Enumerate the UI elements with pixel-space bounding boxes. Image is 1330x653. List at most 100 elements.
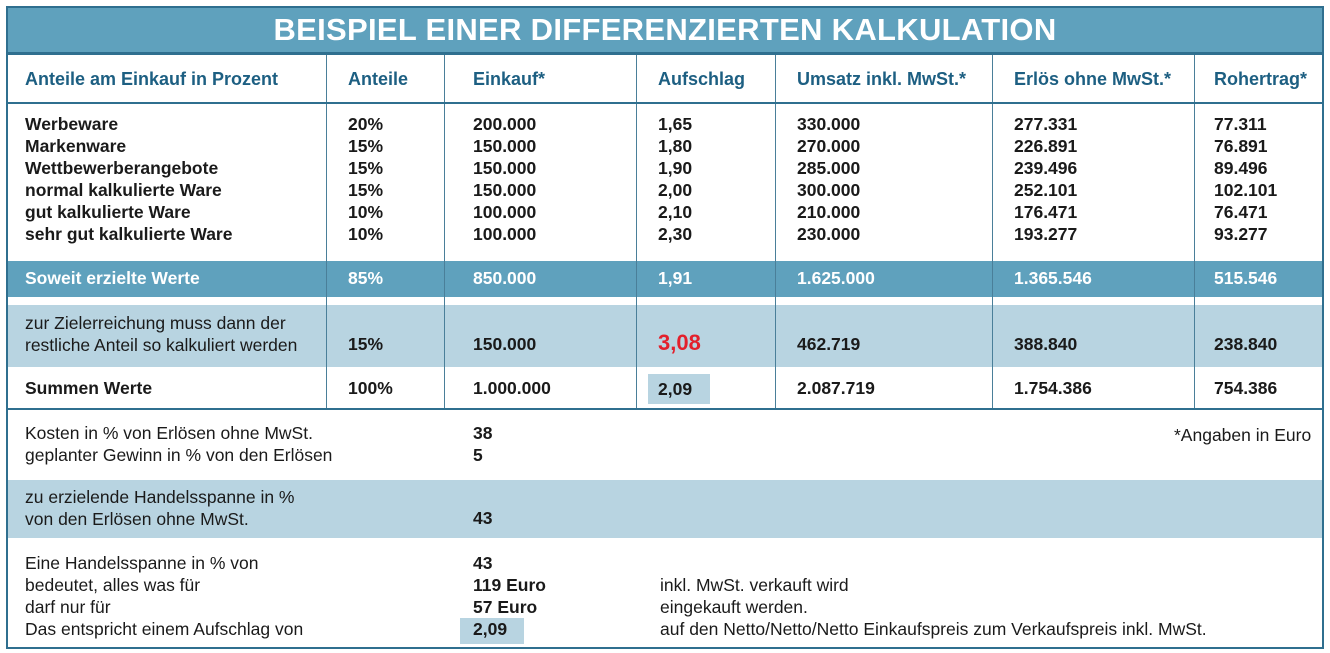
summen-anteile: 100% [348, 378, 393, 398]
rohertrag-list: 77.311 76.891 89.496 102.101 76.471 93.2… [1214, 113, 1277, 245]
list-item: Eine Handelsspanne in % von [25, 553, 259, 573]
list-item: 239.496 [1014, 158, 1078, 178]
spanne-label-line: zu erzielende Handelsspanne in % [25, 487, 295, 507]
kosten-label: Kosten in % von Erlösen ohne MwSt. [25, 423, 313, 443]
column-header-einkauf: Einkauf* [473, 69, 546, 89]
gewinn-value: 5 [473, 445, 483, 465]
list-item [660, 552, 1207, 574]
list-item: 277.331 [1014, 114, 1078, 134]
final-notes: inkl. MwSt. verkauft wird eingekauft wer… [660, 552, 1207, 640]
list-item: 57 Euro [473, 597, 538, 617]
spanne-band [8, 480, 1322, 538]
list-item: 2,10 [658, 202, 693, 222]
list-item: 100.000 [473, 202, 537, 222]
column-header-erloes: Erlös ohne MwSt.* [1014, 69, 1172, 89]
soweit-band [8, 261, 1322, 297]
list-item: Werbeware [25, 114, 119, 134]
ziel-label: zur Zielerreichung muss dann der restlic… [25, 312, 297, 356]
list-item: 150.000 [473, 136, 537, 156]
calculation-table: BEISPIEL EINER DIFFERENZIERTEN KALKULATI… [6, 6, 1324, 649]
list-item: 119 Euro [473, 575, 546, 595]
list-item: 226.891 [1014, 136, 1078, 156]
gewinn-label: geplanter Gewinn in % von den Erlösen [25, 445, 333, 465]
list-item: 2,09 [473, 619, 508, 639]
header-divider [8, 102, 1322, 104]
summen-aufschlag: 2,09 [648, 374, 710, 404]
list-item: 93.277 [1214, 224, 1268, 244]
umsatz-list: 330.000 270.000 285.000 300.000 210.000 … [797, 113, 860, 245]
spanne-value: 43 [473, 508, 493, 528]
list-item: 15% [348, 158, 384, 178]
column-header-umsatz: Umsatz inkl. MwSt.* [797, 69, 967, 89]
ziel-rohertrag: 238.840 [1214, 334, 1278, 354]
column-header-aufschlag: Aufschlag [658, 69, 746, 89]
list-item: 20% [348, 114, 384, 134]
list-item: 300.000 [797, 180, 861, 200]
soweit-rohertrag: 515.546 [1214, 268, 1278, 288]
list-item: Das entspricht einem Aufschlag von [25, 619, 304, 639]
column-divider [326, 55, 327, 409]
summen-erloes: 1.754.386 [1014, 378, 1092, 398]
list-item: eingekauft werden. [660, 597, 808, 617]
column-divider [636, 55, 637, 409]
category-list: Werbeware Markenware Wettbewerberangebot… [25, 113, 232, 245]
list-item: 150.000 [473, 158, 537, 178]
column-header-anteile: Anteile [348, 69, 409, 89]
list-item: 77.311 [1214, 114, 1267, 134]
kosten-value: 38 [473, 423, 493, 443]
final-values: 43 119 Euro 57 Euro 2,09 [473, 552, 546, 640]
summen-rohertrag: 754.386 [1214, 378, 1278, 398]
list-item: 15% [348, 180, 384, 200]
spanne-label: zu erzielende Handelsspanne in % von den… [25, 486, 294, 530]
list-item: gut kalkulierte Ware [25, 202, 191, 222]
ziel-aufschlag: 3,08 [658, 330, 701, 355]
ziel-label-line: restliche Anteil so kalkuliert werden [25, 335, 298, 355]
soweit-label: Soweit erzielte Werte [25, 268, 200, 288]
column-header-category: Anteile am Einkauf in Prozent [25, 69, 279, 89]
soweit-erloes: 1.365.546 [1014, 268, 1092, 288]
column-divider [444, 55, 445, 409]
list-item: 102.101 [1214, 180, 1278, 200]
footnote: *Angaben in Euro [1174, 425, 1312, 445]
soweit-einkauf: 850.000 [473, 268, 537, 288]
list-item: 10% [348, 224, 384, 244]
ziel-anteile: 15% [348, 334, 384, 354]
aufschlag-list: 1,65 1,80 1,90 2,00 2,10 2,30 [658, 113, 692, 245]
soweit-aufschlag: 1,91 [658, 268, 693, 288]
final-aufschlag-highlight [460, 618, 524, 644]
einkauf-list: 200.000 150.000 150.000 150.000 100.000 … [473, 113, 536, 245]
ziel-umsatz: 462.719 [797, 334, 861, 354]
final-labels: Eine Handelsspanne in % von bedeutet, al… [25, 552, 303, 640]
soweit-umsatz: 1.625.000 [797, 268, 875, 288]
column-header-rohertrag: Rohertrag* [1214, 69, 1308, 89]
list-item: 89.496 [1214, 158, 1268, 178]
list-item: bedeutet, alles was für [25, 575, 201, 595]
list-item: 252.101 [1014, 180, 1078, 200]
list-item: 2,30 [658, 224, 693, 244]
list-item: 43 [473, 553, 493, 573]
list-item: 1,65 [658, 114, 693, 134]
ziel-einkauf: 150.000 [473, 334, 537, 354]
list-item: 330.000 [797, 114, 861, 134]
anteile-list: 20% 15% 15% 15% 10% 10% [348, 113, 383, 245]
column-divider [775, 55, 776, 409]
list-item: 76.891 [1214, 136, 1268, 156]
summen-umsatz: 2.087.719 [797, 378, 875, 398]
list-item: Markenware [25, 136, 127, 156]
list-item: 76.471 [1214, 202, 1268, 222]
soweit-anteile: 85% [348, 268, 384, 288]
summen-einkauf: 1.000.000 [473, 378, 551, 398]
column-divider [992, 55, 993, 409]
list-item: 193.277 [1014, 224, 1078, 244]
section-divider [8, 408, 1322, 410]
list-item: sehr gut kalkulierte Ware [25, 224, 233, 244]
list-item: 270.000 [797, 136, 861, 156]
column-divider [1194, 55, 1195, 409]
list-item: 1,90 [658, 158, 693, 178]
list-item: Wettbewerberangebote [25, 158, 219, 178]
list-item: 230.000 [797, 224, 861, 244]
list-item: 2,00 [658, 180, 693, 200]
list-item: 100.000 [473, 224, 537, 244]
list-item: 15% [348, 136, 384, 156]
summen-label: Summen Werte [25, 378, 153, 398]
